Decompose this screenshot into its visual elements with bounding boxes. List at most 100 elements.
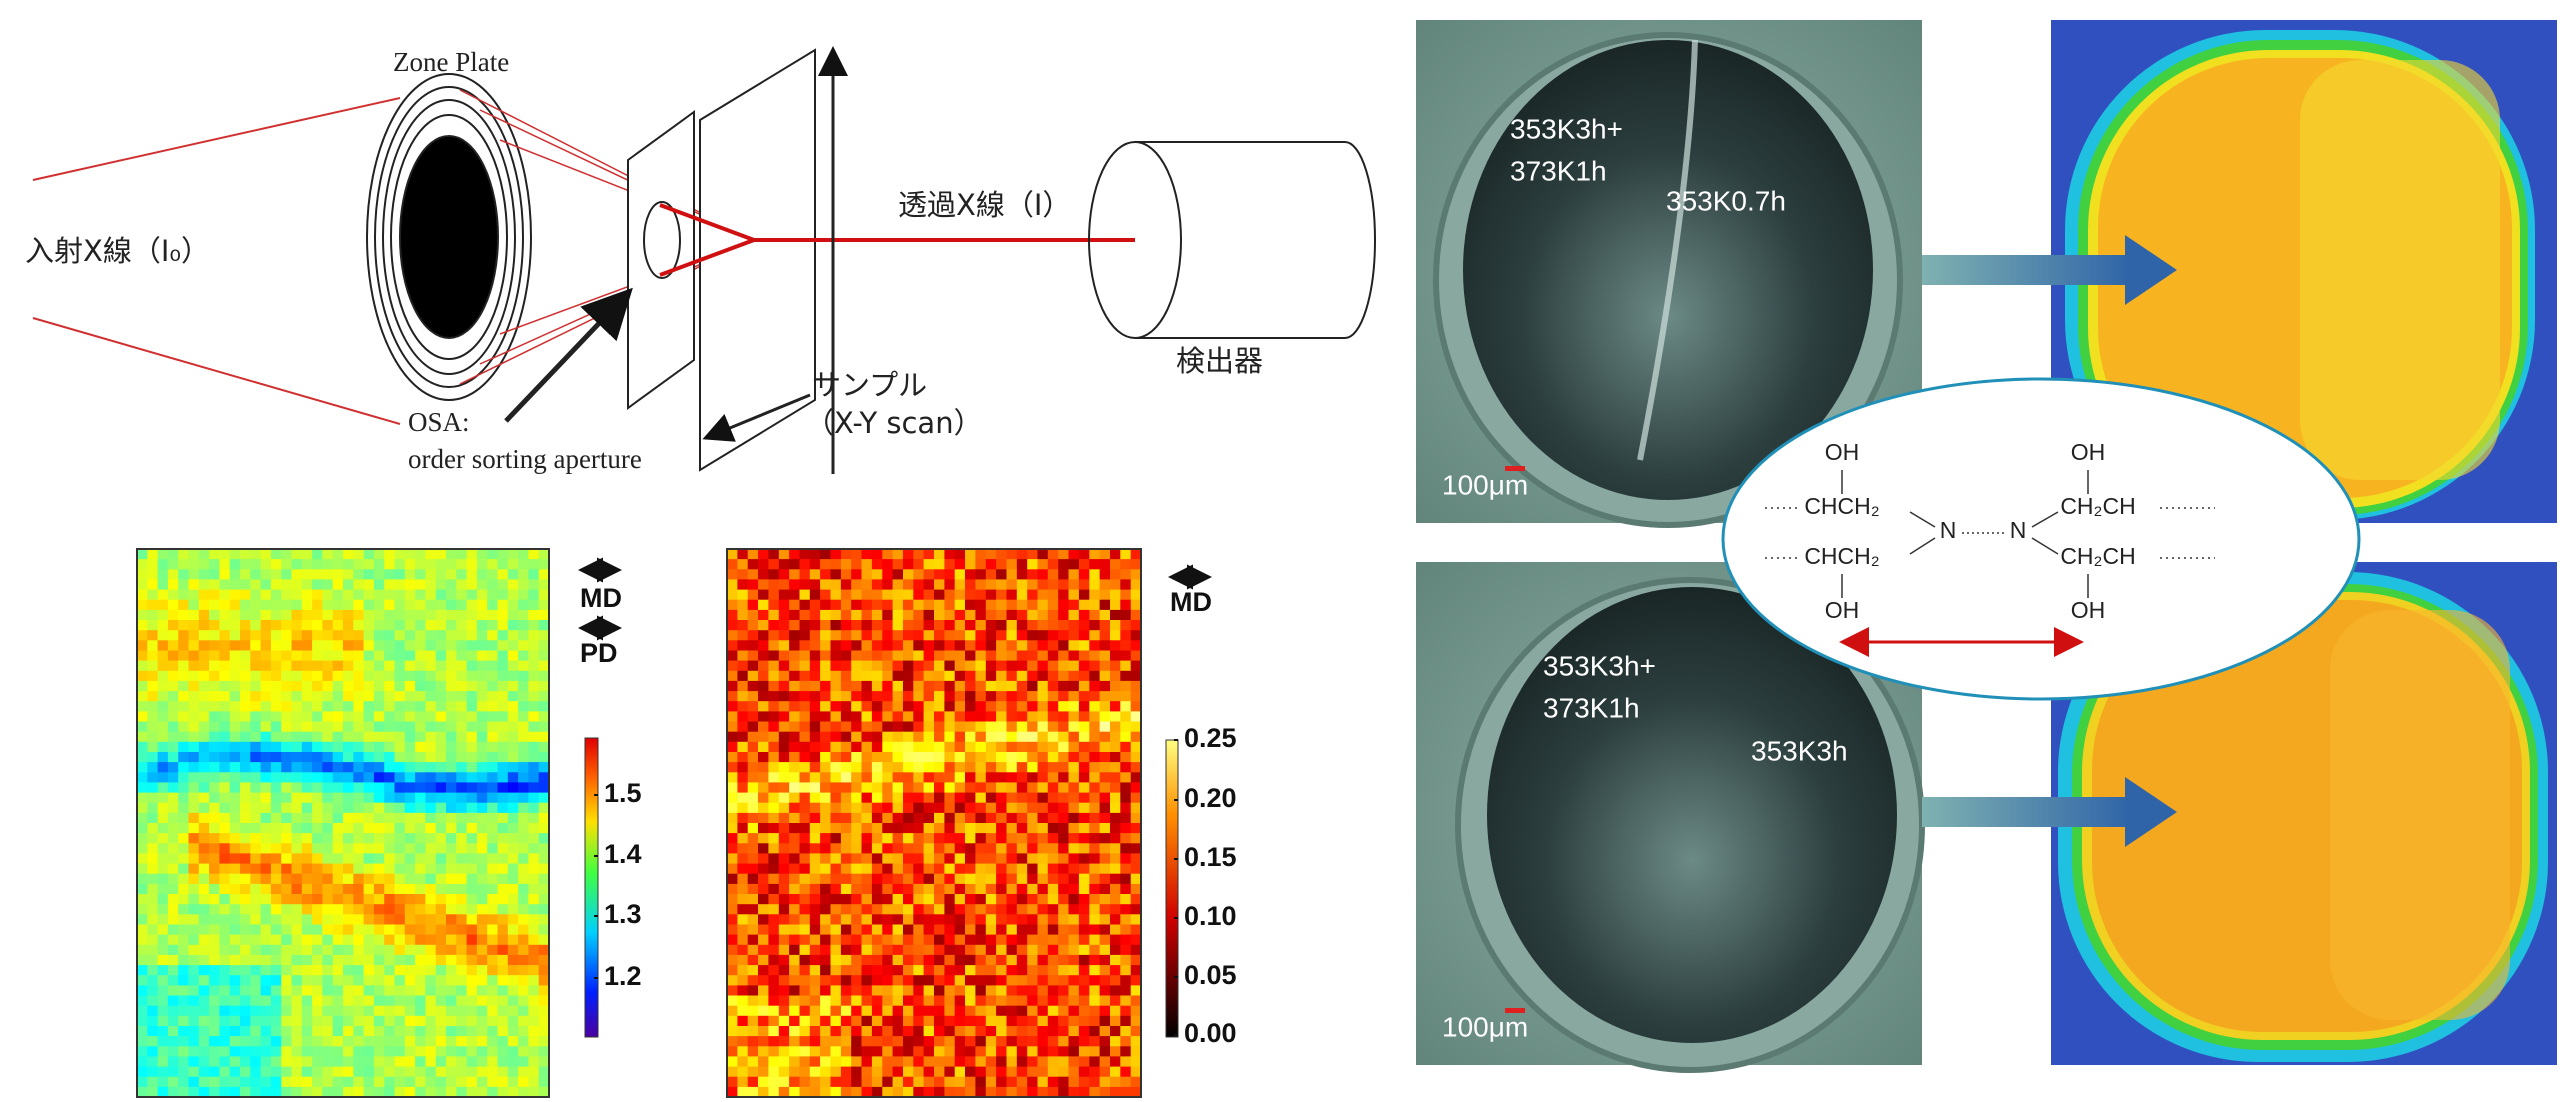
map-cell [456,589,468,601]
map-cell [476,589,488,601]
map-cell [1130,650,1142,662]
map-cell [1078,599,1090,611]
map-cell [291,620,303,631]
map-cell [975,1026,987,1037]
map-cell [1130,579,1142,591]
map-cell [1089,883,1101,895]
map-cell [1006,762,1018,773]
map-cell [209,792,220,804]
map-cell [250,944,262,956]
map-cell [281,731,293,743]
map-cell [476,1005,488,1017]
map-cell [178,873,190,885]
map-cell [446,630,457,641]
map-cell [778,569,790,580]
map-cell [167,995,179,1007]
map-cell [768,1076,780,1088]
map-cell [913,752,925,763]
map-cell [415,721,426,733]
map-cell [1047,802,1059,814]
map-cell [985,985,997,997]
map-cell [229,914,241,925]
schematic [32,46,1376,474]
map-cell [250,711,262,723]
map-cell [954,863,966,875]
map-cell [312,833,323,844]
map-cell [518,853,529,865]
map-cell [147,934,159,946]
map-cell [882,1046,894,1057]
map-cell [384,549,396,560]
map-cell [404,599,416,611]
map-cell [240,995,251,1007]
map-cell [538,549,550,560]
map-cell [497,1046,509,1057]
map-cell [975,650,987,662]
map-cell [903,731,914,743]
map-cell [996,904,1007,915]
map-cell [507,995,519,1007]
map-cell [528,985,540,997]
map-cell [1130,985,1142,997]
map-cell [1058,863,1070,875]
map-cell [820,691,831,702]
map-cell [518,691,529,702]
map-cell [851,762,863,773]
map-cell [1016,640,1028,651]
map-cell [394,741,406,753]
map-cell [167,731,179,743]
map-cell [1120,812,1132,824]
map-cell [727,894,738,905]
map-cell [1037,812,1049,824]
map-cell [466,833,478,844]
map-cell [281,965,293,976]
map-cell [260,853,272,865]
map-cell [965,863,976,875]
map-cell [861,914,873,925]
map-cell [497,741,509,753]
map-cell [404,863,416,875]
map-cell [809,1056,821,1068]
map-cell [518,954,529,966]
map-cell [332,620,344,631]
map-cell [1016,620,1028,631]
map-cell [137,1076,148,1088]
map-cell [147,620,159,631]
map-cell [322,752,334,763]
map-cell [789,1046,800,1057]
map-cell [466,904,478,915]
map-cell [137,1046,148,1057]
map-cell [954,873,966,885]
map-cell [1016,1066,1028,1078]
map-cell [778,1005,790,1017]
map-cell [965,792,976,804]
map-cell [487,1036,499,1047]
map-cell [446,680,457,692]
map-cell [528,782,540,794]
map-cell [871,975,883,986]
map-cell [954,1015,966,1027]
map-cell [1078,620,1090,631]
map-cell [882,620,894,631]
map-cell [965,1046,976,1057]
map-cell [353,873,365,885]
map-cell [507,559,519,570]
map-cell [996,1086,1007,1098]
map-cell [167,589,179,601]
map-cell [446,843,457,854]
colorbar-tick-label: 1.2 [604,961,642,991]
map-cell [394,569,406,580]
map-cell [281,660,293,672]
map-cell [353,762,365,773]
map-cell [1058,731,1070,743]
map-cell [538,701,550,712]
map-cell [384,772,396,783]
map-cell [435,802,447,814]
map-cell [250,954,262,966]
map-cell [851,782,863,794]
map-cell [178,589,190,601]
map-cell [913,731,925,743]
map-cell [903,589,914,601]
map-cell [137,630,148,641]
map-cell [1089,650,1101,662]
